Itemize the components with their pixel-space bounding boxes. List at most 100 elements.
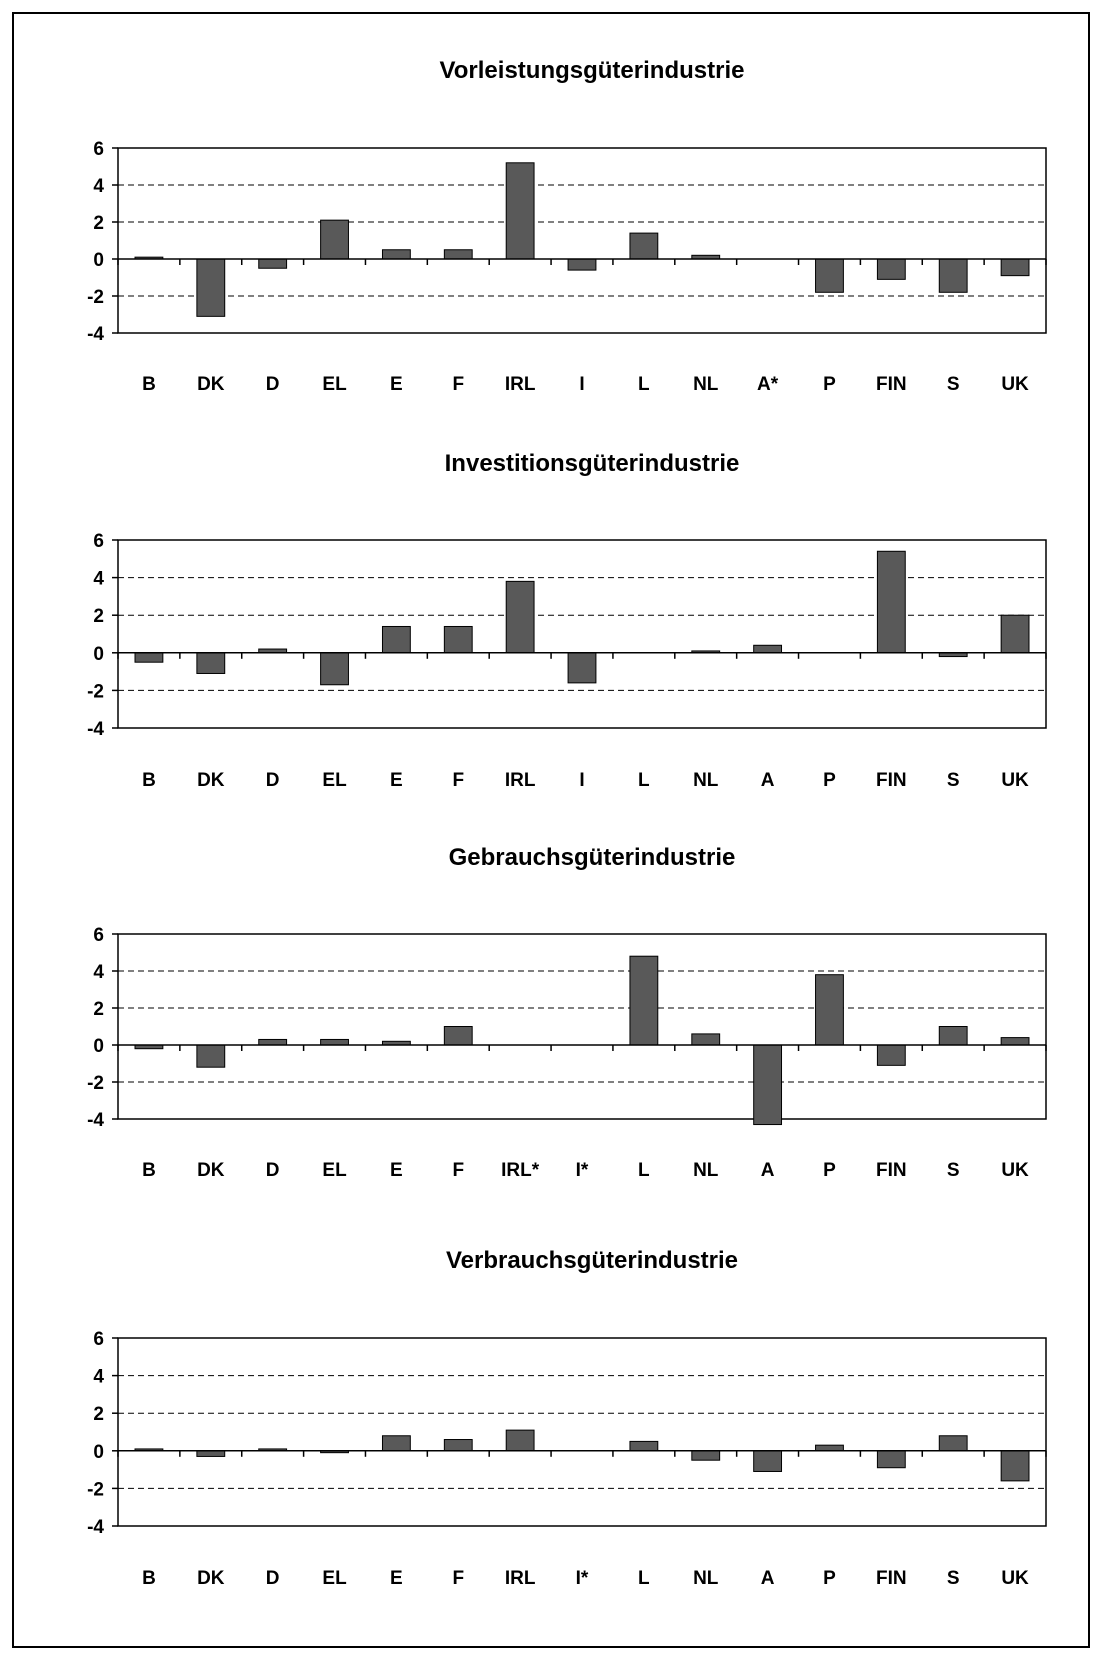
bar-A [753,1044,783,1126]
category-label: D [266,1568,280,1589]
category-label: E [390,770,403,791]
bar-E [381,625,411,654]
bar-UK [1000,1037,1030,1046]
category-label: D [266,374,280,395]
bar-S [938,1435,968,1452]
category-label: P [823,770,836,791]
bar-E [381,249,411,260]
category-label: E [390,374,403,395]
category-label: FIN [876,1568,907,1589]
y-tick-label: 4 [93,1367,104,1388]
category-label: UK [1001,374,1029,395]
chart-title: Investitionsgüterindustrie [445,450,740,477]
category-label: L [638,374,650,395]
category-label: E [390,1160,403,1181]
chart-title: Verbrauchsgüterindustrie [446,1247,738,1274]
bar-L [629,232,659,260]
category-label: DK [197,770,225,791]
y-tick-label: 0 [93,1036,104,1057]
y-tick-label: -4 [87,324,104,345]
category-label: L [638,770,650,791]
category-label: UK [1001,770,1029,791]
y-tick-label: 2 [93,606,104,627]
bar-A [753,644,783,654]
category-label: NL [693,770,719,791]
category-label: EL [322,1568,347,1589]
category-label: UK [1001,1160,1029,1181]
bar-EL [320,1038,349,1046]
category-label: B [142,374,156,395]
bar-I [567,258,597,271]
y-tick-label: -4 [87,719,104,740]
bar-P [815,258,844,293]
y-tick-label: 4 [93,569,104,590]
bar-P [815,1444,844,1452]
y-tick-label: 4 [93,962,104,983]
y-tick-label: -2 [87,287,104,308]
bar-FIN [876,550,906,654]
plot-area [117,539,1047,729]
category-label: FIN [876,1160,907,1181]
category-label: IRL* [501,1160,540,1181]
bar-S [938,258,968,293]
category-label: I [579,374,584,395]
category-label: IRL [505,1568,536,1589]
bar-EL [320,219,349,260]
y-tick-label: 6 [93,531,104,552]
bar-L [629,1440,659,1452]
category-label: I* [576,1160,589,1181]
category-label: S [947,1568,960,1589]
bar-NL [691,1033,721,1046]
y-tick-label: 0 [93,250,104,271]
category-label: EL [322,770,347,791]
bar-FIN [876,1044,906,1066]
bar-S [938,1026,968,1046]
bar-I [567,652,597,684]
bar-DK [196,1044,226,1068]
category-label: EL [322,1160,347,1181]
y-tick-label: -2 [87,681,104,702]
category-label: A [761,1568,775,1589]
category-label: NL [693,374,719,395]
y-tick-label: 2 [93,213,104,234]
y-tick-label: 6 [93,139,104,160]
category-label: P [823,1160,836,1181]
y-tick-label: 6 [93,1329,104,1350]
category-label: S [947,770,960,791]
plot-area [117,147,1047,334]
bar-DK [196,1450,226,1457]
bar-UK [1000,614,1030,654]
bar-A [753,1450,783,1472]
y-tick-label: -2 [87,1479,104,1500]
bar-DK [196,258,226,317]
category-label: B [142,1160,156,1181]
bar-UK [1000,1450,1030,1482]
category-label: S [947,374,960,395]
category-label: UK [1001,1568,1029,1589]
bar-L [629,955,659,1046]
y-tick-label: 0 [93,644,104,665]
category-label: F [452,1160,464,1181]
category-label: P [823,1568,836,1589]
category-label: FIN [876,374,907,395]
bar-P [815,974,844,1046]
bar-DK [196,652,226,674]
category-label: DK [197,374,225,395]
y-tick-label: 4 [93,176,104,197]
bar-IRL [505,1429,535,1452]
category-label: D [266,770,280,791]
bar-UK [1000,258,1030,277]
category-label: IRL [505,374,536,395]
plot-area [117,1337,1047,1527]
category-label: L [638,1568,650,1589]
category-label: I [579,770,584,791]
category-label: A [761,770,775,791]
category-label: F [452,1568,464,1589]
bar-B [134,652,164,663]
plot-area [117,933,1047,1120]
category-label: I* [576,1568,589,1589]
